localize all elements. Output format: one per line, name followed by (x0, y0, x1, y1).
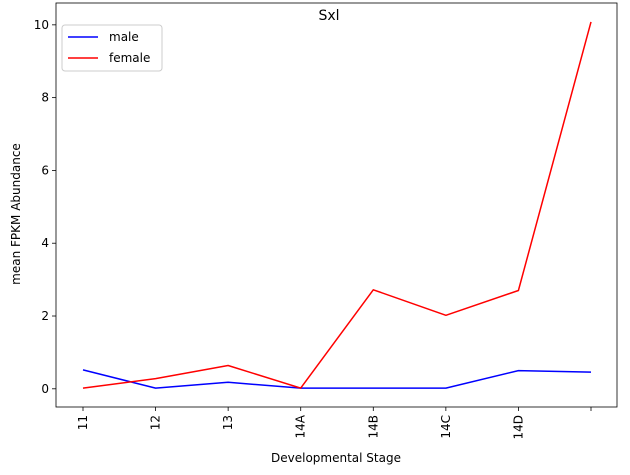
x-tick-label: 12 (149, 415, 163, 430)
x-axis-ticks: 11 12 13 14A 14B 14C 14D (76, 407, 592, 440)
x-tick-label: 11 (76, 415, 90, 430)
chart-title: Sxl (318, 8, 339, 24)
x-tick-label: 14C (439, 415, 453, 439)
y-axis-label: mean FPKM Abundance (9, 143, 23, 285)
legend-label-male: male (109, 30, 139, 44)
y-tick-label: 10 (34, 18, 49, 32)
y-tick-label: 4 (41, 236, 49, 250)
y-tick-label: 8 (41, 91, 49, 105)
plot-area (55, 2, 618, 408)
x-tick-label: 14D (511, 415, 525, 440)
y-tick-label: 0 (41, 382, 49, 396)
x-tick-label: 13 (221, 415, 235, 430)
series-line-male (82, 369, 592, 389)
legend-label-female: female (109, 51, 150, 65)
x-tick-label: 14B (366, 415, 380, 439)
y-axis-ticks: 0 2 4 6 8 10 (34, 18, 56, 396)
series-line-female (82, 21, 592, 389)
x-axis-label: Developmental Stage (271, 451, 401, 465)
y-tick-label: 6 (41, 163, 49, 177)
legend: male female (61, 24, 163, 72)
series-lines (82, 21, 592, 389)
x-tick-label: 14A (294, 414, 308, 438)
plot-frame (55, 2, 618, 408)
y-tick-label: 2 (41, 309, 49, 323)
